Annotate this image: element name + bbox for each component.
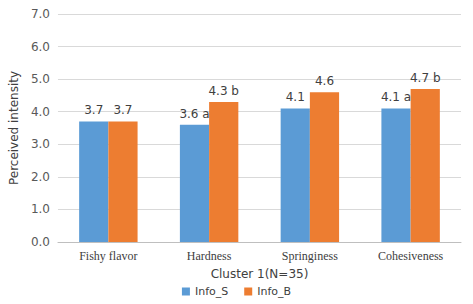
svg-text:Cluster 1(N=35): Cluster 1(N=35) [211, 267, 309, 281]
svg-text:4.7 b: 4.7 b [410, 71, 441, 85]
svg-text:Hardness: Hardness [187, 249, 232, 263]
svg-text:Info_B: Info_B [257, 285, 291, 298]
svg-text:5.0: 5.0 [31, 72, 50, 86]
svg-text:6.0: 6.0 [31, 40, 50, 54]
svg-text:4.1: 4.1 [286, 90, 305, 104]
svg-text:3.6 a: 3.6 a [179, 107, 209, 121]
svg-text:4.3 b: 4.3 b [208, 84, 239, 98]
svg-text:4.1 a: 4.1 a [381, 90, 411, 104]
svg-text:Fishy flavor: Fishy flavor [79, 249, 137, 263]
svg-text:3.0: 3.0 [31, 137, 50, 151]
svg-text:1.0: 1.0 [31, 202, 50, 216]
svg-text:Cohesiveness: Cohesiveness [378, 249, 444, 263]
svg-text:Perceived intensity: Perceived intensity [7, 71, 21, 185]
svg-text:2.0: 2.0 [31, 170, 50, 184]
svg-text:3.7: 3.7 [84, 103, 103, 117]
svg-text:4.6: 4.6 [315, 74, 334, 88]
svg-text:Info_S: Info_S [195, 285, 228, 298]
svg-text:Springiness: Springiness [282, 249, 338, 263]
svg-text:4.0: 4.0 [31, 105, 50, 119]
svg-text:3.7: 3.7 [113, 103, 132, 117]
svg-text:0.0: 0.0 [31, 235, 50, 249]
svg-text:7.0: 7.0 [31, 7, 50, 21]
